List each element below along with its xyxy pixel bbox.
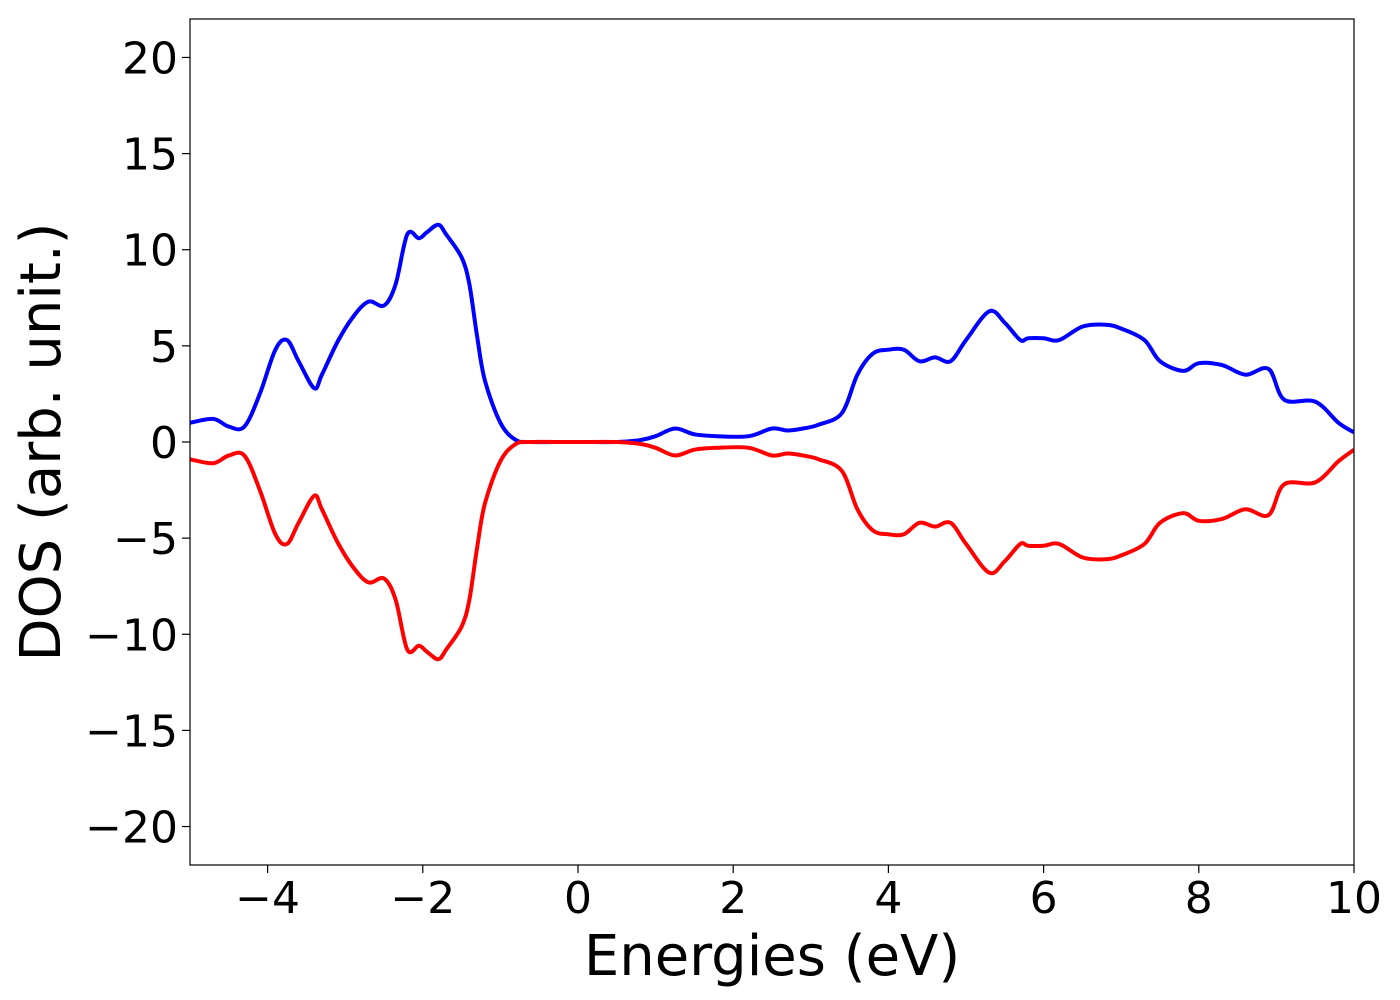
x-tick-label: −4 (235, 873, 300, 924)
y-tick-label: 5 (150, 322, 178, 373)
y-tick-label: 10 (122, 226, 178, 277)
x-tick-label: 2 (719, 873, 747, 924)
y-tick-label: −10 (85, 610, 178, 661)
x-tick-label: 4 (874, 873, 902, 924)
y-tick-label: 20 (122, 33, 178, 84)
y-tick-label: 0 (150, 418, 178, 469)
series-layer (190, 222, 1354, 662)
x-tick-label: 8 (1185, 873, 1213, 924)
y-axis-label: DOS (arb. unit.) (9, 222, 74, 661)
y-tick-label: −5 (113, 514, 178, 565)
x-tick-label: −2 (390, 873, 455, 924)
y-tick-label: 15 (122, 130, 178, 181)
y-tick-label: −20 (85, 803, 178, 854)
x-axis-label: Energies (eV) (584, 924, 960, 989)
dos-line-spin-up (190, 222, 1354, 445)
x-tick-label: 6 (1030, 873, 1058, 924)
dos-line-spin-down (190, 439, 1354, 662)
plot-frame (189, 18, 1355, 866)
y-tick-label: −15 (85, 706, 178, 757)
x-tick-label: 0 (564, 873, 592, 924)
x-tick-label: 10 (1326, 873, 1382, 924)
